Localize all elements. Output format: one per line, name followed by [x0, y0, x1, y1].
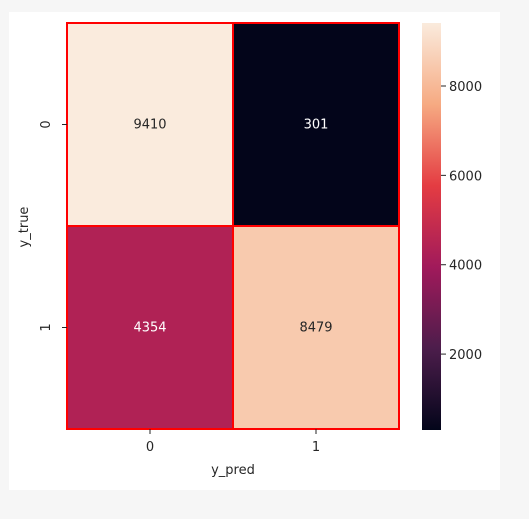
colorbar-tick-label: 4000 [449, 259, 482, 274]
heatmap-cells [66, 22, 400, 430]
heatmap-cell-0-0 [66, 22, 234, 227]
x-tick-label: 1 [312, 440, 320, 455]
heatmap-cell-labels: 9410 301 4354 8479 [133, 118, 332, 336]
y-tick-label: 1 [39, 323, 54, 331]
heatmap-cell-0-1 [232, 22, 400, 227]
cell-value-label-1-0: 4354 [133, 321, 166, 336]
colorbar [422, 23, 441, 430]
x-tick-label: 0 [146, 440, 154, 455]
heatmap-cell-1-0 [66, 225, 234, 430]
y-axis-label: y_true [17, 207, 32, 248]
y-tick-label: 0 [39, 120, 54, 128]
cell-value-label-0-0: 9410 [133, 118, 166, 133]
cell-value-label-0-1: 301 [304, 118, 329, 133]
colorbar-ticks: 2000 4000 6000 8000 [441, 80, 482, 363]
heatmap-cell-1-1 [232, 225, 400, 430]
cell-value-label-1-1: 8479 [299, 321, 332, 336]
colorbar-tick-label: 6000 [449, 169, 482, 184]
colorbar-tick-label: 2000 [449, 348, 482, 363]
heatmap-axes: 0 1 0 1 [39, 120, 320, 455]
x-axis-label: y_pred [211, 463, 255, 478]
colorbar-tick-label: 8000 [449, 80, 482, 95]
